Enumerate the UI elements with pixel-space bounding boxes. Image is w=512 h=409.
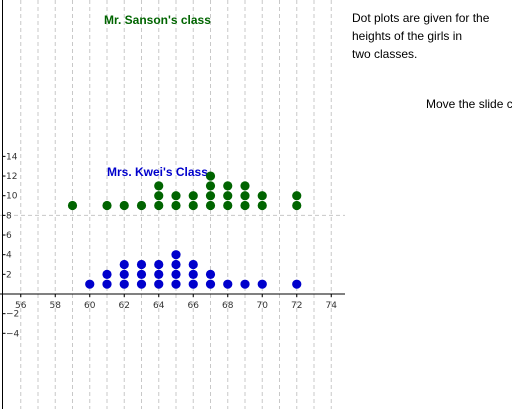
kwei-dot [171, 250, 181, 260]
y-tick-label: 8 [6, 211, 12, 221]
x-tick-label: 58 [50, 301, 62, 311]
sanson-dot [171, 200, 181, 211]
kwei-dot [119, 279, 129, 289]
axes [0, 0, 345, 409]
sanson-dot [292, 200, 302, 211]
y-tick-label: 6 [6, 231, 12, 241]
kwei-dot [205, 269, 216, 279]
kwei-dot [85, 279, 95, 289]
kwei-dot [136, 279, 147, 289]
kwei-dot [136, 269, 147, 279]
sanson-dot [171, 191, 181, 201]
sanson-dot [205, 200, 216, 211]
instruction-text: Move the slide complete the p [426, 97, 512, 111]
kwei-dot [171, 259, 181, 270]
kwei-dot [240, 279, 250, 289]
x-tick-label: 64 [153, 301, 165, 311]
kwei-dot [119, 259, 129, 270]
description-text: Dot plots are given for the heights of t… [352, 11, 490, 61]
sanson-dot [188, 200, 198, 211]
x-tick-label: 74 [326, 301, 338, 311]
sanson-dot [240, 181, 250, 191]
y-tick-label: 2 [6, 270, 12, 280]
y-tick-label: 10 [6, 192, 18, 202]
kwei-dot [154, 279, 164, 289]
x-tick-label: 70 [257, 301, 269, 311]
sanson-dot [102, 200, 112, 211]
sanson-dot [154, 181, 164, 191]
sanson-dot [205, 171, 216, 181]
sanson-dot [205, 191, 216, 201]
kwei-class-title: Mrs. Kwei's Class [107, 165, 208, 179]
y-tick-label: 12 [6, 172, 17, 182]
kwei-dot [171, 279, 181, 289]
kwei-dot [119, 269, 129, 279]
kwei-dot [154, 269, 164, 279]
kwei-dot [102, 269, 112, 279]
sanson-dot [223, 200, 233, 211]
y-tick-label: 4 [6, 251, 12, 261]
data-dots [67, 171, 302, 289]
sanson-dot [154, 200, 164, 211]
kwei-dot [188, 279, 198, 289]
sanson-dot [205, 181, 216, 191]
sanson-dot [240, 191, 250, 201]
x-tick-label: 60 [84, 301, 96, 311]
sanson-dot [188, 191, 198, 201]
sanson-dot [67, 200, 78, 211]
kwei-dot [136, 259, 147, 270]
sanson-dot [119, 200, 129, 211]
x-tick-label: 72 [291, 301, 302, 311]
y-tick-label: −2 [6, 310, 19, 320]
sanson-dot [292, 191, 302, 201]
sanson-dot [136, 200, 147, 211]
kwei-dot [188, 269, 198, 279]
sanson-dot [257, 191, 267, 201]
kwei-dot [257, 279, 267, 289]
sanson-class-title: Mr. Sanson's class [104, 13, 211, 27]
kwei-dot [223, 279, 233, 289]
kwei-dot [292, 279, 302, 289]
sanson-dot [223, 191, 233, 201]
sanson-dot [257, 200, 267, 211]
y-tick-label: −4 [6, 329, 20, 339]
x-tick-label: 66 [188, 301, 200, 311]
kwei-dot [154, 259, 164, 270]
sanson-dot [223, 181, 233, 191]
sanson-dot [240, 200, 250, 211]
x-tick-label: 62 [119, 301, 130, 311]
sanson-dot [154, 191, 164, 201]
x-tick-label: 68 [222, 301, 234, 311]
y-tick-label: 14 [6, 152, 18, 162]
kwei-dot [188, 259, 198, 270]
kwei-dot [205, 279, 216, 289]
x-tick-label: 56 [15, 301, 27, 311]
kwei-dot [102, 279, 112, 289]
kwei-dot [171, 269, 181, 279]
